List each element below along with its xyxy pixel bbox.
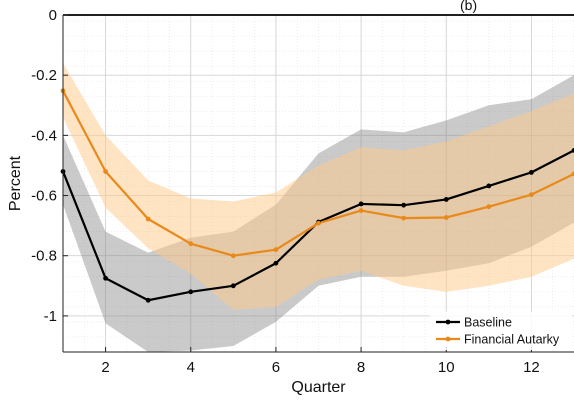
x-tick-label: 8	[357, 359, 365, 376]
point-financial-autarky	[529, 192, 534, 198]
confidence-bands	[63, 63, 574, 352]
y-tick-label: 0	[49, 7, 57, 24]
y-tick-label: -0.4	[31, 127, 57, 144]
point-baseline	[145, 297, 151, 303]
x-tick-label: 10	[438, 359, 455, 376]
point-financial-autarky	[230, 253, 236, 259]
y-tick-label: -0.8	[31, 248, 57, 265]
point-financial-autarky	[188, 241, 194, 247]
top-title-fragment: (b)	[460, 0, 477, 13]
band-financial-autarky	[63, 63, 574, 310]
point-financial-autarky	[486, 204, 492, 210]
x-tick-label: 12	[523, 359, 540, 376]
x-tick-label: 6	[272, 359, 280, 376]
point-baseline	[230, 283, 236, 289]
x-tick-label: 4	[187, 359, 195, 376]
point-baseline	[401, 202, 407, 208]
legend-box	[430, 312, 572, 350]
legend-label-baseline: Baseline	[464, 316, 512, 330]
point-financial-autarky	[571, 171, 574, 177]
tick-labels: 2 4 6 8 10 12 -1 -0.8 -0.6 -0.4 -0.2 0	[31, 7, 540, 376]
y-axis-title: Percent	[7, 155, 24, 211]
legend-marker-baseline	[445, 319, 451, 325]
point-financial-autarky	[145, 216, 151, 222]
legend-label-financial-autarky: Financial Autarky	[464, 333, 560, 347]
legend: Baseline Financial Autarky	[430, 312, 572, 350]
point-baseline	[486, 183, 492, 189]
legend-marker-financial-autarky	[445, 336, 451, 342]
point-baseline	[443, 197, 449, 202]
point-financial-autarky	[358, 208, 364, 213]
point-financial-autarky	[103, 169, 108, 174]
y-tick-label: -0.2	[31, 67, 57, 84]
point-baseline	[103, 275, 108, 281]
point-baseline	[358, 201, 364, 207]
point-baseline	[273, 260, 279, 266]
point-financial-autarky	[401, 215, 407, 221]
point-financial-autarky	[316, 220, 321, 226]
series-points	[60, 88, 574, 303]
point-financial-autarky	[273, 247, 279, 253]
point-financial-autarky	[443, 215, 449, 220]
y-tick-label: -0.6	[31, 188, 57, 205]
point-baseline	[188, 289, 194, 295]
x-tick-label: 2	[101, 359, 109, 376]
x-axis-title: Quarter	[291, 379, 346, 396]
point-baseline	[571, 148, 574, 153]
point-baseline	[529, 169, 534, 175]
y-tick-label: -1	[44, 308, 57, 325]
